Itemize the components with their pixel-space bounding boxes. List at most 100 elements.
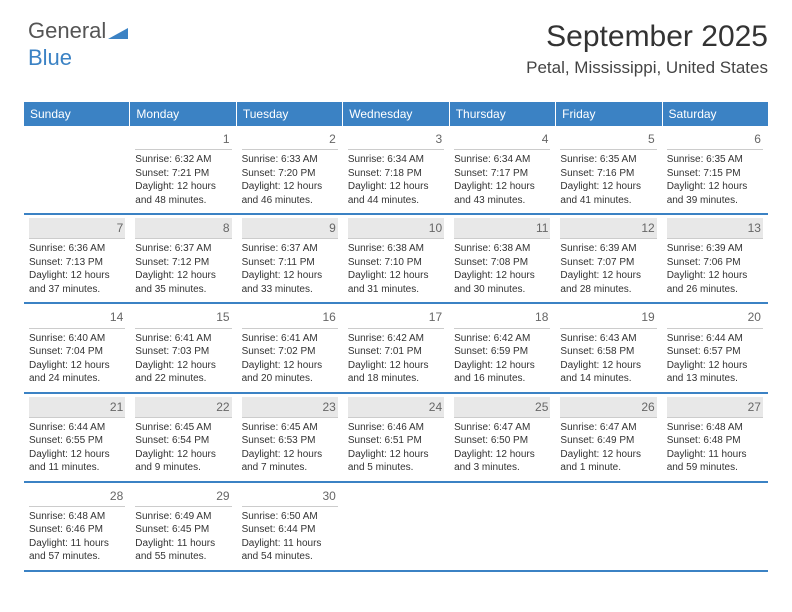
day-info-line: Daylight: 12 hours and 22 minutes.	[135, 359, 231, 386]
day-cell: 13Sunrise: 6:39 AMSunset: 7:06 PMDayligh…	[662, 215, 768, 302]
logo-text-2: Blue	[28, 45, 72, 70]
day-info-line: Sunrise: 6:42 AM	[454, 332, 550, 346]
day-info-line: Sunset: 7:08 PM	[454, 256, 550, 270]
day-info-line: Sunset: 7:07 PM	[560, 256, 656, 270]
day-cell: 19Sunrise: 6:43 AMSunset: 6:58 PMDayligh…	[555, 304, 661, 391]
day-info-line: Sunrise: 6:45 AM	[242, 421, 338, 435]
day-cell: 28Sunrise: 6:48 AMSunset: 6:46 PMDayligh…	[24, 483, 130, 570]
day-info-line: Sunset: 7:21 PM	[135, 167, 231, 181]
day-number: 21	[29, 397, 125, 418]
week-row: 7Sunrise: 6:36 AMSunset: 7:13 PMDaylight…	[24, 215, 768, 304]
day-number: 4	[454, 129, 550, 150]
day-info-line: Sunset: 6:59 PM	[454, 345, 550, 359]
day-info-line: Daylight: 12 hours and 35 minutes.	[135, 269, 231, 296]
day-info-line: Daylight: 12 hours and 16 minutes.	[454, 359, 550, 386]
day-header: Sunday	[24, 102, 130, 126]
day-cell: 17Sunrise: 6:42 AMSunset: 7:01 PMDayligh…	[343, 304, 449, 391]
day-cell: 25Sunrise: 6:47 AMSunset: 6:50 PMDayligh…	[449, 394, 555, 481]
week-row: 28Sunrise: 6:48 AMSunset: 6:46 PMDayligh…	[24, 483, 768, 572]
day-info-line: Sunset: 7:16 PM	[560, 167, 656, 181]
day-info-line: Sunrise: 6:34 AM	[348, 153, 444, 167]
day-info-line: Daylight: 12 hours and 1 minute.	[560, 448, 656, 475]
location: Petal, Mississippi, United States	[526, 58, 768, 78]
day-cell	[24, 126, 130, 213]
day-info-line: Daylight: 12 hours and 5 minutes.	[348, 448, 444, 475]
day-info-line: Sunrise: 6:48 AM	[29, 510, 125, 524]
day-header: Monday	[130, 102, 236, 126]
day-cell: 8Sunrise: 6:37 AMSunset: 7:12 PMDaylight…	[130, 215, 236, 302]
day-info-line: Sunset: 7:17 PM	[454, 167, 550, 181]
day-info-line: Daylight: 11 hours and 55 minutes.	[135, 537, 231, 564]
day-cell: 7Sunrise: 6:36 AMSunset: 7:13 PMDaylight…	[24, 215, 130, 302]
day-info-line: Daylight: 12 hours and 30 minutes.	[454, 269, 550, 296]
day-cell: 4Sunrise: 6:34 AMSunset: 7:17 PMDaylight…	[449, 126, 555, 213]
day-info-line: Sunset: 7:04 PM	[29, 345, 125, 359]
day-info-line: Daylight: 12 hours and 33 minutes.	[242, 269, 338, 296]
day-number: 25	[454, 397, 550, 418]
day-info-line: Sunrise: 6:49 AM	[135, 510, 231, 524]
day-number: 17	[348, 307, 444, 328]
day-number: 26	[560, 397, 656, 418]
day-info-line: Sunrise: 6:34 AM	[454, 153, 550, 167]
day-info-line: Sunset: 6:51 PM	[348, 434, 444, 448]
day-info-line: Daylight: 11 hours and 57 minutes.	[29, 537, 125, 564]
day-cell	[343, 483, 449, 570]
page-title: September 2025	[526, 20, 768, 54]
day-number: 22	[135, 397, 231, 418]
day-header: Thursday	[450, 102, 556, 126]
day-info-line: Sunset: 6:50 PM	[454, 434, 550, 448]
day-info-line: Daylight: 12 hours and 18 minutes.	[348, 359, 444, 386]
day-info-line: Sunset: 6:46 PM	[29, 523, 125, 537]
day-number: 2	[242, 129, 338, 150]
day-header: Tuesday	[237, 102, 343, 126]
day-info-line: Daylight: 12 hours and 39 minutes.	[667, 180, 763, 207]
day-info-line: Sunset: 7:18 PM	[348, 167, 444, 181]
day-cell: 27Sunrise: 6:48 AMSunset: 6:48 PMDayligh…	[662, 394, 768, 481]
day-info-line: Sunset: 6:48 PM	[667, 434, 763, 448]
day-cell: 21Sunrise: 6:44 AMSunset: 6:55 PMDayligh…	[24, 394, 130, 481]
day-cell: 3Sunrise: 6:34 AMSunset: 7:18 PMDaylight…	[343, 126, 449, 213]
day-cell	[662, 483, 768, 570]
day-info-line: Sunset: 6:44 PM	[242, 523, 338, 537]
day-info-line: Sunset: 6:45 PM	[135, 523, 231, 537]
week-row: 14Sunrise: 6:40 AMSunset: 7:04 PMDayligh…	[24, 304, 768, 393]
day-cell: 6Sunrise: 6:35 AMSunset: 7:15 PMDaylight…	[662, 126, 768, 213]
day-number: 11	[454, 218, 550, 239]
day-number: 18	[454, 307, 550, 328]
day-number: 9	[242, 218, 338, 239]
day-cell: 18 Sunrise: 6:42 AMSunset: 6:59 PMDayligh…	[449, 304, 555, 391]
day-cell: 2Sunrise: 6:33 AMSunset: 7:20 PMDaylight…	[237, 126, 343, 213]
day-info-line: Sunrise: 6:47 AM	[454, 421, 550, 435]
day-info-line: Sunset: 7:12 PM	[135, 256, 231, 270]
day-info-line: Sunset: 7:01 PM	[348, 345, 444, 359]
day-number: 30	[242, 486, 338, 507]
day-cell: 14Sunrise: 6:40 AMSunset: 7:04 PMDayligh…	[24, 304, 130, 391]
day-info-line: Daylight: 12 hours and 44 minutes.	[348, 180, 444, 207]
day-cell	[555, 483, 661, 570]
day-info-line: Daylight: 12 hours and 46 minutes.	[242, 180, 338, 207]
day-number: 8	[135, 218, 231, 239]
day-cell: 16Sunrise: 6:41 AMSunset: 7:02 PMDayligh…	[237, 304, 343, 391]
week-row: 21Sunrise: 6:44 AMSunset: 6:55 PMDayligh…	[24, 394, 768, 483]
day-info-line: Sunset: 7:02 PM	[242, 345, 338, 359]
day-info-line: Sunrise: 6:33 AM	[242, 153, 338, 167]
day-number: 29	[135, 486, 231, 507]
day-info-line: Daylight: 12 hours and 13 minutes.	[667, 359, 763, 386]
day-number: 7	[29, 218, 125, 239]
logo: General Blue	[28, 18, 128, 71]
day-number: 19	[560, 307, 656, 328]
day-info-line: Daylight: 12 hours and 7 minutes.	[242, 448, 338, 475]
day-info-line: Daylight: 12 hours and 24 minutes.	[29, 359, 125, 386]
day-info-line: Daylight: 12 hours and 14 minutes.	[560, 359, 656, 386]
day-info-line: Sunrise: 6:45 AM	[135, 421, 231, 435]
day-header: Saturday	[663, 102, 768, 126]
day-info-line: Sunset: 6:54 PM	[135, 434, 231, 448]
day-header: Friday	[556, 102, 662, 126]
day-info-line: Sunrise: 6:50 AM	[242, 510, 338, 524]
day-info-line: Daylight: 11 hours and 59 minutes.	[667, 448, 763, 475]
day-cell: 9Sunrise: 6:37 AMSunset: 7:11 PMDaylight…	[237, 215, 343, 302]
day-info-line: Daylight: 12 hours and 11 minutes.	[29, 448, 125, 475]
day-info-line: Daylight: 12 hours and 37 minutes.	[29, 269, 125, 296]
day-info-line: Sunrise: 6:44 AM	[667, 332, 763, 346]
day-header: Wednesday	[343, 102, 449, 126]
